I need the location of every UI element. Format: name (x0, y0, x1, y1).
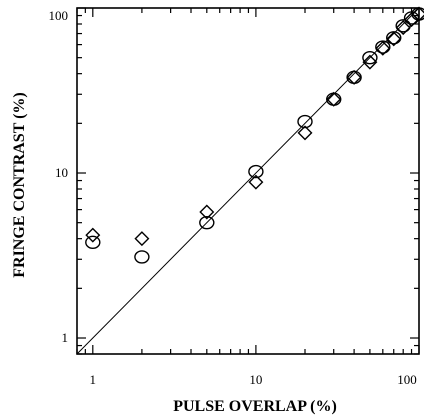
circle-point (85, 235, 101, 250)
tick-labels: 1 10 100 1 10 100 (49, 8, 417, 387)
axis-ticks (76, 7, 420, 355)
diamond-point (85, 227, 101, 243)
x-tick-label: 100 (397, 372, 417, 387)
diamond-point (346, 69, 362, 85)
reference-line (77, 8, 419, 354)
diamond-point (297, 125, 313, 141)
y-axis-title: FRINGE CONTRAST (%) (11, 92, 28, 278)
diamond-point (395, 20, 411, 36)
x-axis-title: PULSE OVERLAP (%) (173, 398, 337, 415)
y-tick-label: 10 (55, 165, 68, 180)
circle-point (362, 50, 378, 65)
y-tick-label: 100 (49, 8, 69, 23)
circle-point (403, 11, 420, 25)
diamond-point (199, 204, 215, 220)
circle-point (395, 19, 411, 33)
diamond-point (362, 54, 378, 70)
diamond-point (411, 6, 424, 22)
diamond-point (326, 91, 342, 107)
circle-point (134, 250, 150, 264)
circle-point (297, 114, 313, 129)
y-tick-label: 1 (62, 330, 69, 345)
diamond-point (375, 40, 391, 56)
diamond-point (386, 31, 402, 47)
x-tick-label: 10 (249, 372, 262, 387)
data-points (85, 6, 424, 264)
diamond-point (134, 231, 150, 247)
x-tick-label: 1 (90, 372, 97, 387)
circle-point (199, 215, 215, 230)
diamond-point (248, 174, 264, 190)
circle-point (248, 164, 264, 179)
